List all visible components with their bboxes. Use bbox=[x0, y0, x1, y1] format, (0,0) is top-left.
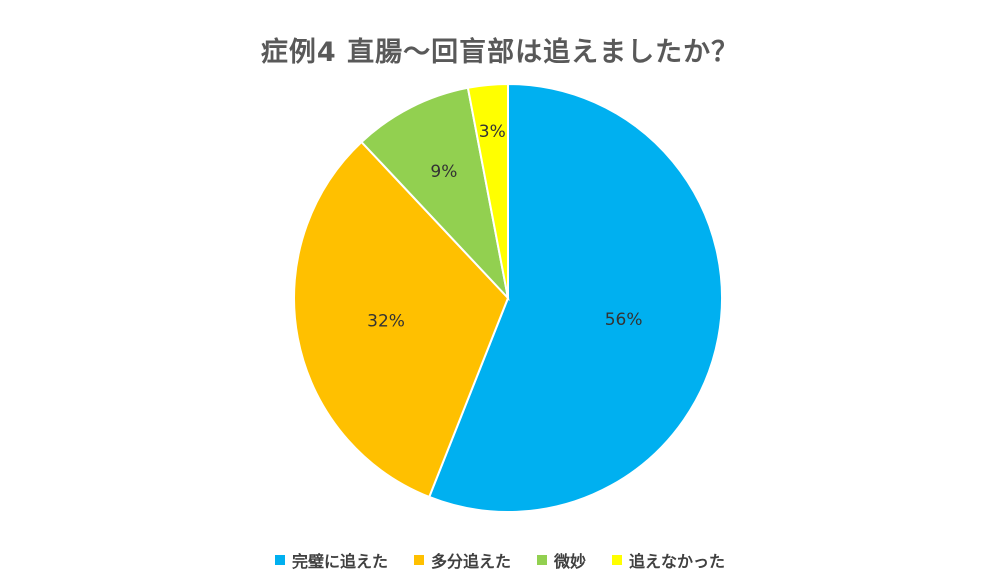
data-label: 3% bbox=[479, 122, 506, 142]
chart-legend: 完璧に追えた 多分追えた 微妙 追えなかった bbox=[0, 548, 1000, 572]
legend-label: 多分追えた bbox=[430, 552, 511, 571]
legend-label: 追えなかった bbox=[629, 552, 726, 571]
slice-unsure bbox=[360, 86, 510, 302]
data-label: 56% bbox=[605, 310, 643, 330]
legend-swatch bbox=[612, 555, 623, 565]
legend-item-perfect: 完璧に追えた bbox=[274, 548, 388, 572]
slice-could-not bbox=[466, 82, 509, 299]
legend-label: 微妙 bbox=[554, 552, 587, 571]
data-label: 9% bbox=[430, 162, 457, 182]
data-label: 32% bbox=[367, 311, 405, 331]
legend-swatch bbox=[537, 555, 547, 565]
legend-swatch bbox=[274, 555, 285, 565]
chart-title: 症例4 直腸〜回盲部は追えましたか？ bbox=[260, 37, 740, 68]
legend-item-unsure: 微妙 bbox=[537, 548, 586, 572]
slice-probably bbox=[293, 140, 510, 499]
slice-perfect bbox=[427, 82, 723, 513]
legend-item-could-not: 追えなかった bbox=[612, 548, 725, 572]
legend-item-probably: 多分追えた bbox=[413, 548, 511, 572]
legend-swatch bbox=[413, 555, 424, 565]
legend-label: 完璧に追えた bbox=[291, 552, 388, 571]
